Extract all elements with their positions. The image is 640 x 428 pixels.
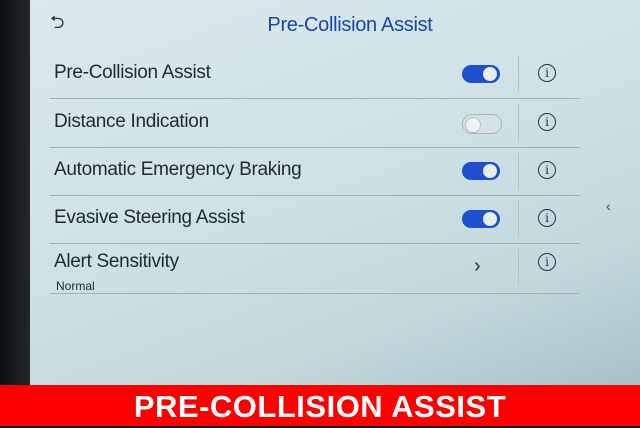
pre-collision-assist-toggle[interactable] — [462, 65, 500, 83]
setting-label: Pre-Collision Assist — [54, 62, 211, 83]
divider — [518, 153, 519, 189]
info-icon[interactable]: i — [538, 161, 556, 179]
divider — [518, 105, 519, 141]
back-arrow-icon[interactable]: ⮌ — [50, 12, 65, 32]
toggle-knob — [483, 212, 497, 226]
toggle-knob — [465, 117, 481, 133]
setting-label: Evasive Steering Assist — [54, 207, 245, 228]
automatic-emergency-braking-toggle[interactable] — [462, 162, 500, 180]
setting-row-evasive-steering-assist: Evasive Steering Assist i — [50, 195, 580, 244]
toggle-knob — [483, 67, 497, 81]
setting-label: Alert Sensitivity — [54, 251, 179, 272]
divider — [518, 249, 519, 285]
distance-indication-toggle[interactable] — [462, 114, 502, 134]
page-title: Pre-Collision Assist — [267, 14, 433, 36]
setting-value: Normal — [56, 279, 95, 293]
setting-row-pre-collision-assist: Pre-Collision Assist i — [50, 50, 580, 99]
toggle-knob — [483, 164, 497, 178]
caption-banner: PRE-COLLISION ASSIST — [0, 385, 640, 426]
setting-row-automatic-emergency-braking: Automatic Emergency Braking i — [50, 147, 580, 196]
divider — [518, 201, 519, 237]
side-panel-chevron-icon[interactable]: ‹ — [606, 198, 611, 214]
info-icon[interactable]: i — [538, 209, 556, 227]
info-icon[interactable]: i — [538, 64, 556, 82]
chevron-right-icon[interactable]: › — [474, 255, 481, 277]
setting-row-distance-indication: Distance Indication i — [50, 99, 580, 148]
divider — [518, 56, 519, 92]
info-icon[interactable]: i — [538, 253, 556, 271]
setting-label: Automatic Emergency Braking — [54, 159, 302, 180]
info-icon[interactable]: i — [538, 113, 556, 131]
setting-row-alert-sensitivity[interactable]: Alert Sensitivity Normal › i — [50, 243, 580, 294]
evasive-steering-assist-toggle[interactable] — [462, 210, 500, 228]
setting-label: Distance Indication — [54, 111, 209, 132]
settings-screen: ⮌ Pre-Collision Assist Pre-Collision Ass… — [30, 0, 640, 385]
screen-bezel — [0, 0, 30, 385]
